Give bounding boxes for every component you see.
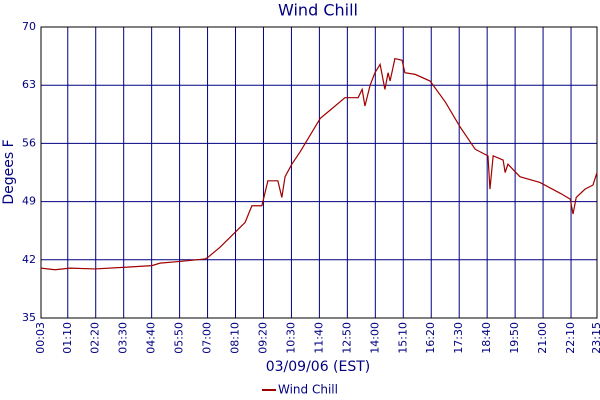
y-tick-label: 70	[22, 20, 36, 33]
x-tick-label: 05:50	[173, 322, 186, 354]
x-tick-label: 04:40	[145, 322, 158, 354]
y-tick-label: 63	[22, 78, 36, 91]
y-tick-label: 49	[22, 195, 36, 208]
x-tick-label: 01:10	[61, 322, 74, 354]
y-tick-label: 56	[22, 136, 36, 149]
x-tick-label: 14:00	[368, 322, 381, 354]
x-tick-label: 19:50	[508, 322, 521, 354]
x-tick-label: 10:30	[284, 322, 297, 354]
x-tick-label: 12:50	[340, 322, 353, 354]
chart-title: Wind Chill	[278, 1, 358, 20]
x-tick-label: 03:30	[117, 322, 130, 354]
x-tick-label: 23:15	[590, 322, 600, 354]
x-tick-label: 15:10	[396, 322, 409, 354]
x-tick-label: 02:20	[89, 322, 102, 354]
y-axis-label: Degees F	[1, 139, 17, 204]
x-tick-label: 11:40	[312, 322, 325, 354]
x-tick-label: 08:10	[229, 322, 242, 354]
x-axis-label: 03/09/06 (EST)	[266, 359, 371, 375]
x-tick-label: 21:00	[536, 322, 549, 354]
y-tick-label: 35	[22, 311, 36, 324]
x-tick-label: 07:00	[201, 322, 214, 354]
y-tick-label: 42	[22, 253, 36, 266]
data-line	[40, 57, 598, 271]
legend-label: Wind Chill	[278, 383, 338, 397]
x-tick-label: 00:03	[34, 322, 47, 354]
x-tick-label: 22:10	[564, 322, 577, 354]
x-tick-label: 17:30	[452, 322, 465, 354]
x-tick-label: 09:20	[256, 322, 269, 354]
x-tick-label: 18:40	[480, 322, 493, 354]
x-tick-label: 16:20	[424, 322, 437, 354]
